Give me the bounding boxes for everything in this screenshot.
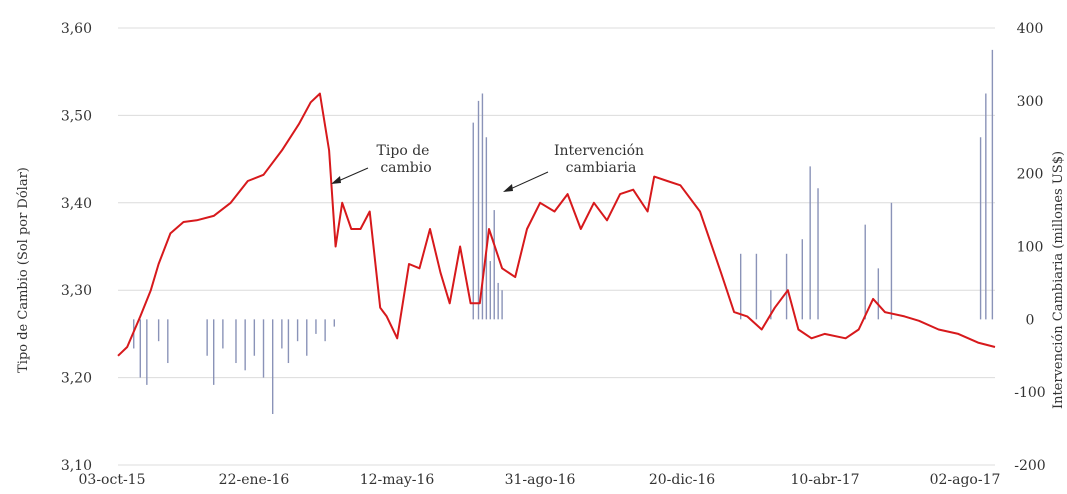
annotation-intervencion-line1: Intervención — [554, 143, 644, 159]
y-tick-label-left: 3,10 — [61, 458, 92, 474]
exchange-rate-series — [117, 92, 996, 357]
annotation-arrow-tipo-de-cambio — [335, 167, 369, 183]
y-tick-label-right: 300 — [1017, 94, 1044, 110]
x-tick-label: 02-ago-17 — [930, 472, 1001, 488]
y-tick-label-left: 3,30 — [61, 283, 92, 299]
y-axis-title-left: Tipo de Cambio (Sol por Dólar) — [16, 167, 31, 373]
x-tick-label: 22-ene-16 — [219, 472, 290, 488]
annotation-intervencion-cambiaria: Intervención cambiaria — [503, 143, 644, 192]
x-tick-label: 03-oct-15 — [79, 472, 146, 488]
y-axis-title-right: Intervención Cambiaria (millones US$) — [1051, 151, 1066, 409]
y-tick-label-right: 400 — [1017, 21, 1044, 37]
annotation-tipo-de-cambio: Tipo de cambio — [331, 143, 432, 184]
y-tick-label-left: 3,60 — [61, 21, 92, 37]
intervention-bars — [133, 49, 994, 415]
left-axis-ticks: 3,10 3,20 3,30 3,40 3,50 3,60 — [61, 21, 92, 474]
right-axis-ticks: -200 -100 0 100 200 300 400 — [1014, 21, 1045, 474]
y-tick-label-left: 3,50 — [61, 108, 92, 124]
annotation-arrowhead-intervencion — [503, 184, 513, 192]
y-tick-label-right: -100 — [1014, 385, 1045, 401]
annotation-arrowhead-tipo-de-cambio — [331, 176, 341, 184]
x-tick-label: 10-abr-17 — [790, 472, 859, 488]
y-tick-label-right: 200 — [1017, 167, 1044, 183]
x-tick-label: 12-may-16 — [360, 472, 435, 488]
y-tick-label-right: 100 — [1017, 240, 1044, 256]
y-tick-label-right: 0 — [1026, 312, 1035, 328]
annotation-intervencion-line2: cambiaria — [566, 160, 637, 176]
annotation-tipo-de-cambio-line2: cambio — [380, 160, 431, 176]
y-tick-label-left: 3,40 — [61, 196, 92, 212]
annotation-tipo-de-cambio-line1: Tipo de — [377, 143, 430, 159]
x-tick-label: 20-dic-16 — [649, 472, 715, 488]
annotation-arrow-intervencion — [507, 171, 549, 191]
x-tick-label: 31-ago-16 — [505, 472, 576, 488]
y-tick-label-left: 3,20 — [61, 371, 92, 387]
x-axis-ticks: 03-oct-15 22-ene-16 12-may-16 31-ago-16 20-d… — [79, 472, 1001, 488]
y-tick-label-right: -200 — [1014, 458, 1045, 474]
gridlines — [118, 27, 995, 466]
exchange-rate-line — [117, 92, 996, 357]
